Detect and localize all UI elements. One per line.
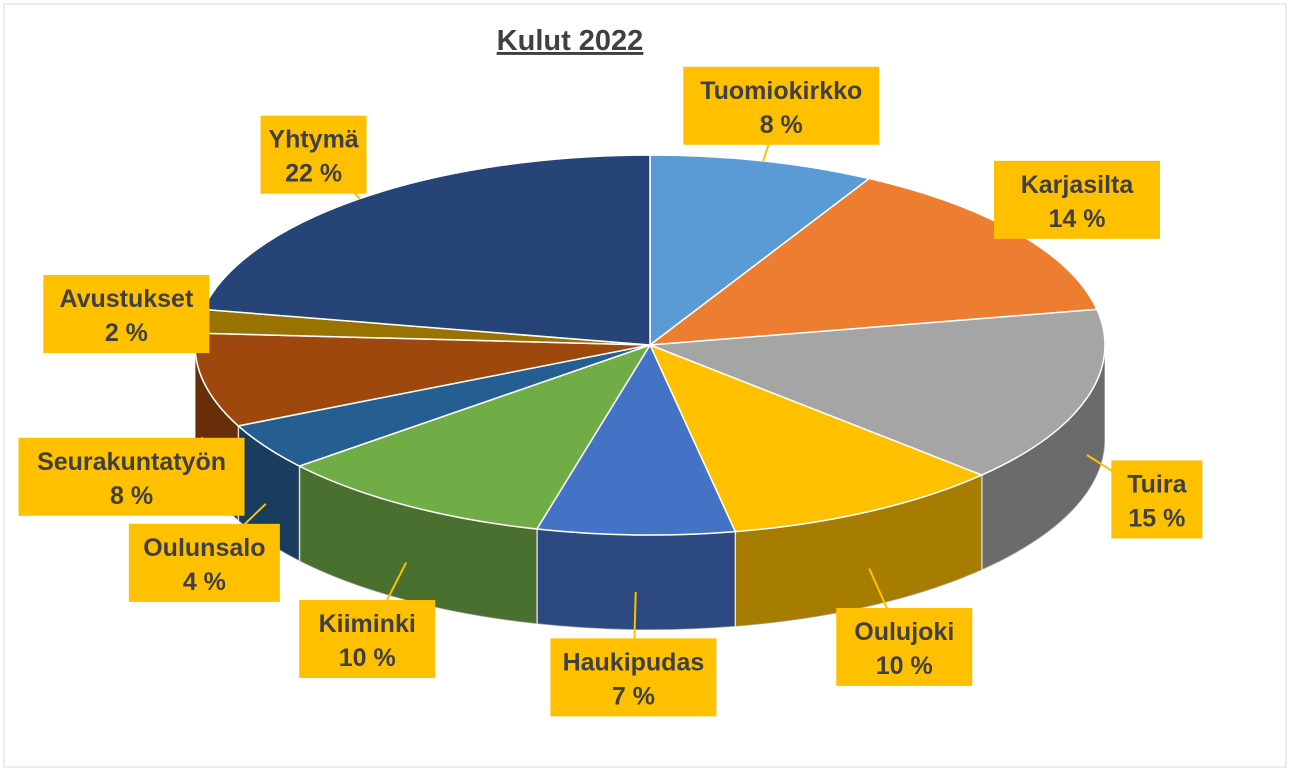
label-value: 22 % — [285, 160, 342, 188]
label-box — [299, 600, 436, 679]
label-name: Yhtymä — [268, 126, 358, 154]
label-name: Oulujoki — [854, 618, 954, 646]
chart-title: Kulut 2022 — [497, 25, 644, 57]
data-label: Karjasilta 14 % — [1021, 171, 1135, 233]
data-label: Seurakuntatyön 8 % — [37, 448, 226, 510]
label-name: Karjasilta — [1021, 171, 1135, 199]
data-label: Tuira 15 % — [1127, 470, 1187, 532]
slice-side-shade — [299, 466, 537, 625]
label-value: 8 % — [760, 111, 803, 139]
label-box — [836, 607, 973, 686]
data-label: Avustukset 2 % — [59, 285, 194, 347]
label-value: 14 % — [1049, 205, 1106, 233]
label-name: Haukipudas — [563, 648, 705, 676]
label-value: 4 % — [183, 568, 226, 596]
slice-side-shade — [536, 529, 736, 631]
data-label: Yhtymä 22 % — [268, 126, 358, 188]
label-value: 10 % — [876, 652, 933, 680]
data-label: Oulunsalo 4 % — [143, 534, 265, 596]
label-value: 15 % — [1128, 504, 1185, 532]
label-name: Tuomiokirkko — [700, 77, 862, 105]
label-box — [43, 275, 210, 354]
slice — [649, 308, 1106, 476]
slice — [297, 343, 652, 530]
label-value: 10 % — [339, 644, 396, 672]
label-box — [128, 523, 280, 602]
label-box — [683, 66, 880, 145]
label-name: Avustukset — [59, 285, 194, 313]
slice — [648, 343, 984, 533]
label-box — [1111, 460, 1203, 539]
slice-side-shade — [981, 345, 1105, 571]
label-box — [18, 437, 245, 516]
label-box — [550, 638, 717, 717]
label-value: 8 % — [110, 482, 153, 510]
label-name: Seurakuntatyön — [37, 448, 226, 476]
label-value: 2 % — [105, 319, 148, 347]
label-box — [260, 115, 367, 194]
data-label: Kiiminki 10 % — [319, 610, 416, 672]
label-box — [993, 160, 1160, 239]
data-label: Tuomiokirkko 8 % — [700, 77, 862, 139]
slice — [535, 343, 737, 536]
label-name: Oulunsalo — [143, 534, 265, 562]
label-value: 7 % — [612, 682, 655, 710]
label-name: Tuira — [1127, 470, 1187, 498]
label-name: Kiiminki — [319, 610, 416, 638]
slice — [649, 154, 871, 347]
data-label: Haukipudas 7 % — [563, 648, 705, 710]
data-label: Oulujoki 10 % — [854, 618, 954, 680]
slice-side-shade — [735, 475, 982, 627]
